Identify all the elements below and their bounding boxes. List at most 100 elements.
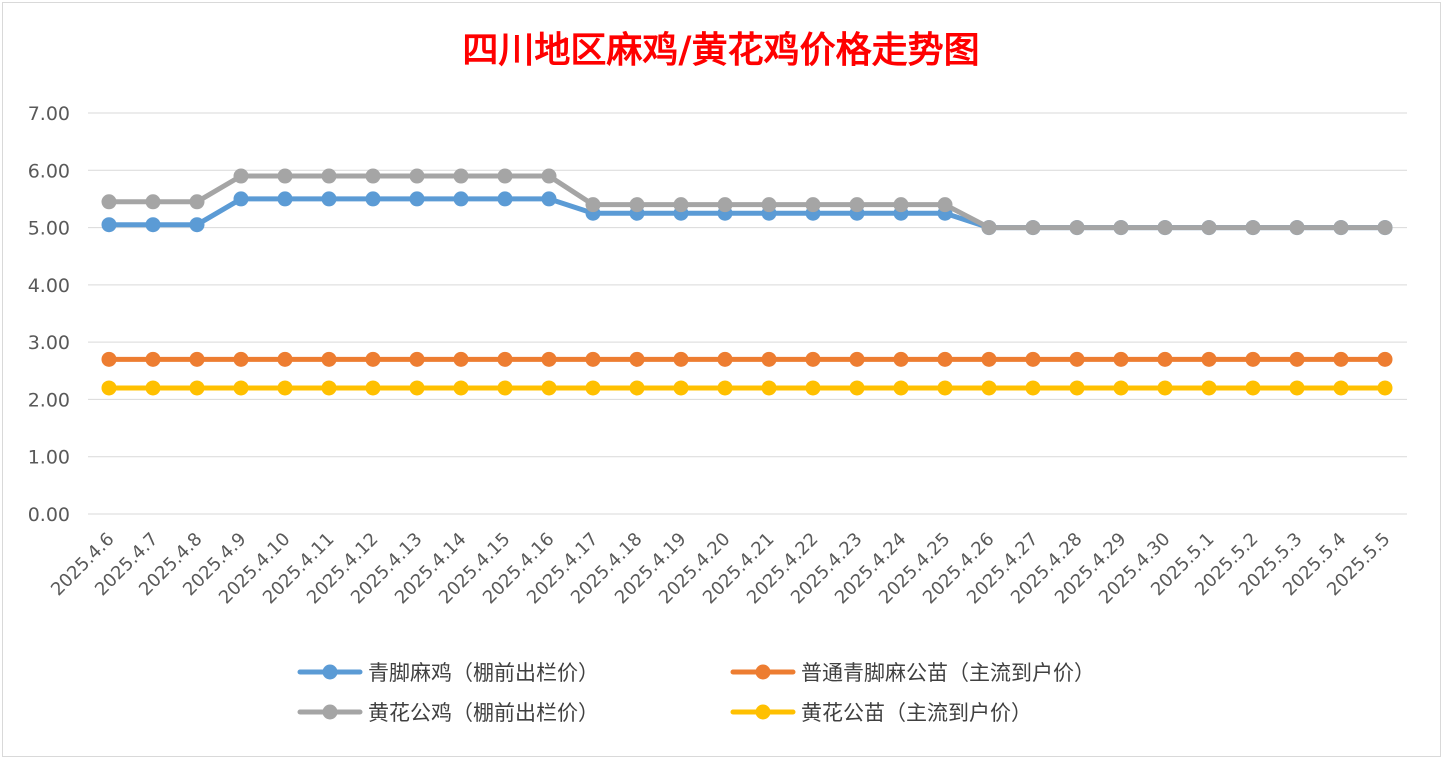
data-point [1245,220,1261,236]
data-point [1333,351,1349,367]
series-layer [101,168,1393,396]
data-point [453,351,469,367]
data-point [981,351,997,367]
data-point [717,351,733,367]
series-2 [101,168,1393,236]
legend-entry: 黄花公苗（主流到户价） [730,701,1032,725]
data-point [233,191,249,207]
data-point [761,380,777,396]
data-point [761,351,777,367]
data-point [321,168,337,184]
data-point [409,191,425,207]
data-point [1025,380,1041,396]
legend-label: 青脚麻鸡（棚前出栏价） [368,661,599,685]
data-point [629,197,645,213]
data-point [585,351,601,367]
data-point [805,380,821,396]
data-point [1201,220,1217,236]
data-point [717,197,733,213]
data-point [189,217,205,233]
data-point [145,351,161,367]
data-point [101,194,117,210]
data-point [453,380,469,396]
data-point [629,351,645,367]
data-point [1157,220,1173,236]
data-point [1069,351,1085,367]
legend-label: 普通青脚麻公苗（主流到户价） [801,661,1095,685]
data-point [277,351,293,367]
data-point [673,197,689,213]
data-point [541,191,557,207]
data-point [981,220,997,236]
data-point [805,197,821,213]
data-point [321,351,337,367]
series-line [106,173,1388,231]
data-point [101,217,117,233]
data-point [409,380,425,396]
legend-swatch-marker [322,704,338,720]
data-point [585,197,601,213]
data-point [893,351,909,367]
data-point [1289,351,1305,367]
data-point [1113,351,1129,367]
data-point [453,168,469,184]
data-point [893,197,909,213]
data-point [1069,220,1085,236]
data-point [541,168,557,184]
data-point [1025,220,1041,236]
y-tick-label: 1.00 [28,447,70,469]
data-point [497,380,513,396]
data-point [1289,380,1305,396]
data-point [849,380,865,396]
data-point [761,197,777,213]
data-point [849,351,865,367]
legend-entry: 青脚麻鸡（棚前出栏价） [297,661,599,685]
x-axis-ticks: 2025.4.62025.4.72025.4.82025.4.92025.4.1… [47,529,1395,609]
data-point [277,191,293,207]
legend-entry: 黄花公鸡（棚前出栏价） [297,701,599,725]
data-point [233,380,249,396]
data-point [189,380,205,396]
chart-title: 四川地区麻鸡/黄花鸡价格走势图 [462,29,979,71]
data-point [409,168,425,184]
data-point [233,351,249,367]
series-3 [101,380,1393,396]
y-tick-label: 0.00 [28,504,70,526]
legend-swatch-marker [322,664,338,680]
data-point [937,197,953,213]
data-point [1289,220,1305,236]
y-tick-label: 7.00 [28,103,70,125]
data-point [497,351,513,367]
data-point [673,380,689,396]
data-point [497,168,513,184]
data-point [365,191,381,207]
data-point [101,380,117,396]
data-point [1201,380,1217,396]
data-point [365,351,381,367]
data-point [1157,380,1173,396]
legend-swatch-marker [755,664,771,680]
data-point [1377,380,1393,396]
data-point [1113,220,1129,236]
data-point [497,191,513,207]
y-tick-label: 5.00 [28,218,70,240]
data-point [1377,220,1393,236]
y-tick-label: 6.00 [28,160,70,182]
data-point [277,168,293,184]
legend: 青脚麻鸡（棚前出栏价） 普通青脚麻公苗（主流到户价） 黄花公鸡（棚前出栏价） 黄花公苗… [297,661,1095,725]
data-point [365,168,381,184]
y-tick-label: 3.00 [28,332,70,354]
data-point [1333,380,1349,396]
data-point [189,351,205,367]
data-point [1069,380,1085,396]
data-point [1157,351,1173,367]
data-point [629,380,645,396]
data-point [541,380,557,396]
data-point [1201,351,1217,367]
data-point [1245,351,1261,367]
data-point [673,351,689,367]
data-point [101,351,117,367]
data-point [145,380,161,396]
